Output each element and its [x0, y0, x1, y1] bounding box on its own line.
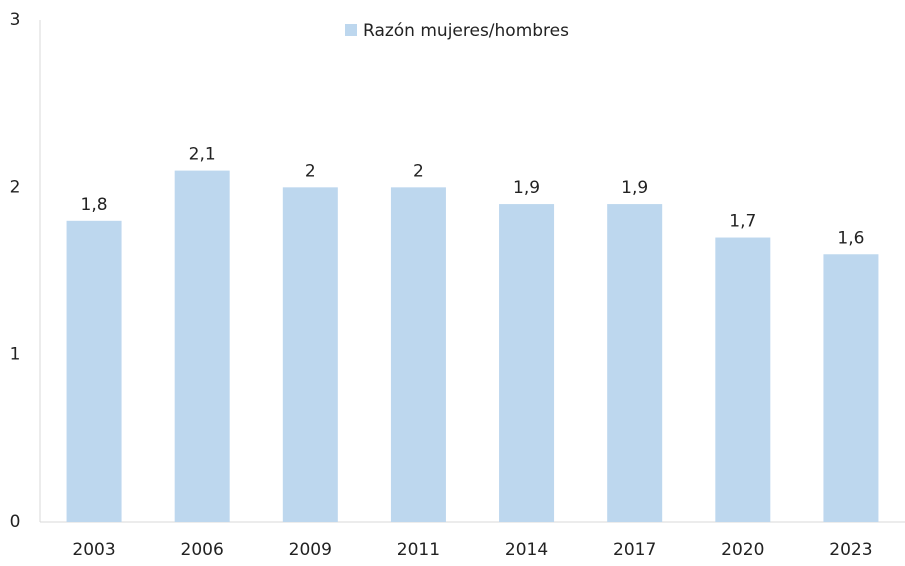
y-tick-label: 0: [10, 512, 21, 532]
bar: [174, 170, 230, 522]
data-label: 1,6: [837, 228, 864, 248]
bar: [823, 254, 879, 522]
x-tick-label: 2011: [397, 540, 440, 560]
bar: [715, 237, 771, 523]
x-tick-label: 2020: [721, 540, 764, 560]
x-tick-label: 2006: [181, 540, 224, 560]
bar: [499, 204, 555, 523]
x-tick-label: 2017: [613, 540, 656, 560]
data-label: 2: [413, 161, 424, 181]
legend-swatch: [345, 24, 357, 36]
bar: [282, 187, 338, 523]
data-label: 1,7: [729, 212, 756, 232]
legend-label: Razón mujeres/hombres: [363, 21, 569, 41]
data-label: 2: [305, 161, 316, 181]
bar: [66, 220, 122, 523]
x-tick-label: 2014: [505, 540, 548, 560]
x-tick-label: 2023: [829, 540, 872, 560]
x-tick-label: 2009: [289, 540, 332, 560]
y-tick-label: 1: [10, 345, 21, 365]
data-label: 1,9: [513, 178, 540, 198]
data-label: 2,1: [189, 145, 216, 165]
y-tick-label: 3: [10, 10, 21, 30]
x-tick-label: 2003: [72, 540, 115, 560]
data-label: 1,9: [621, 178, 648, 198]
data-label: 1,8: [81, 195, 108, 215]
bar: [390, 187, 446, 523]
bar: [607, 204, 663, 523]
y-tick-label: 2: [10, 177, 21, 197]
